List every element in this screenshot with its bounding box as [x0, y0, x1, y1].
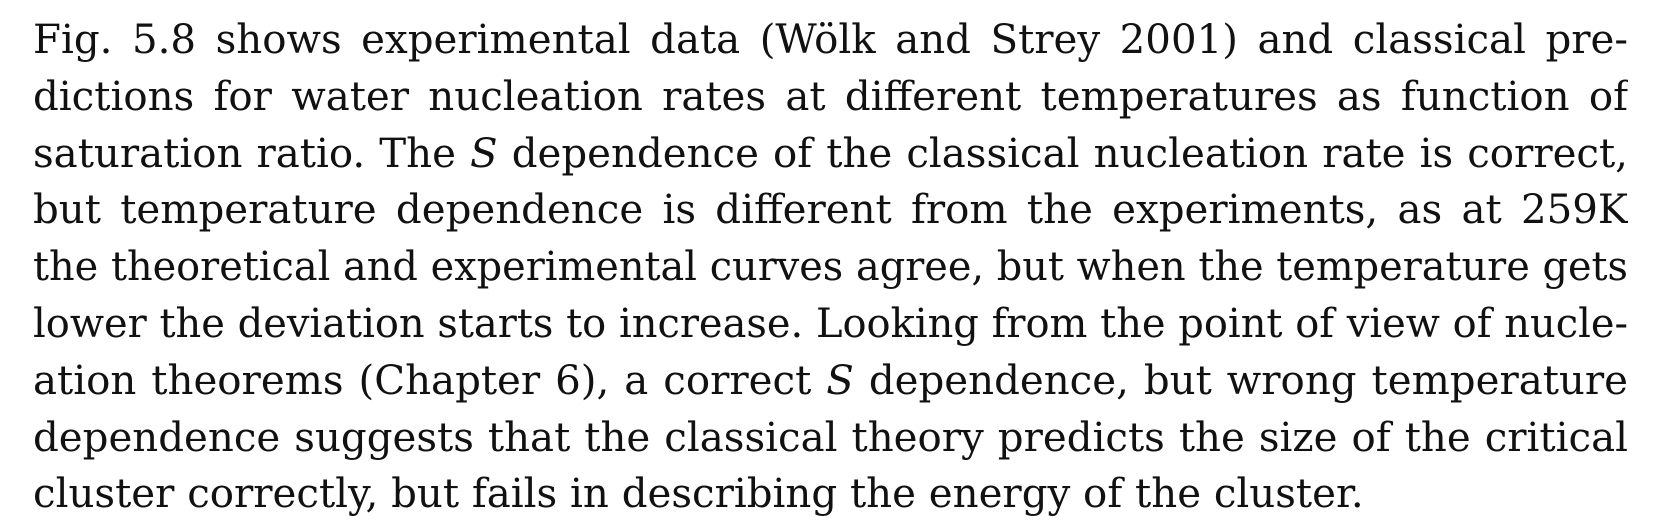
line-text: dependence, but wrong temperature: [853, 356, 1628, 404]
line-text: lower the deviation starts to increase. …: [33, 300, 1628, 347]
line-text: ation theorems (Chapter 6), a correct: [33, 356, 827, 404]
line-text: dictions for water nucleation rates at d…: [33, 72, 1628, 120]
paragraph-line-3: saturation ratio. The S dependence of th…: [33, 126, 1628, 183]
line-text: saturation ratio. The: [33, 129, 471, 177]
paragraph-line-9: cluster correctly, but fails in describi…: [33, 466, 1628, 523]
line-text: Fig. 5.8 shows experimental data (Wölk a…: [33, 16, 1628, 63]
line-text: but temperature dependence is different …: [33, 186, 1628, 234]
body-paragraph: Fig. 5.8 shows experimental data (Wölk a…: [33, 12, 1628, 523]
paragraph-line-8: dependence suggests that the classical t…: [33, 410, 1628, 467]
line-text: dependence suggests that the classical t…: [33, 413, 1628, 461]
line-text: cluster correctly, but fails in describi…: [33, 470, 1364, 518]
paragraph-line-6: lower the deviation starts to increase. …: [33, 296, 1628, 353]
paragraph-line-5: the theoretical and experimental curves …: [33, 239, 1628, 296]
line-text: dependence of the classical nucleation r…: [497, 129, 1628, 177]
math-symbol-s: S: [470, 129, 498, 177]
paragraph-line-1: Fig. 5.8 shows experimental data (Wölk a…: [33, 12, 1628, 69]
paragraph-line-4: but temperature dependence is different …: [33, 182, 1628, 239]
paragraph-line-7: ation theorems (Chapter 6), a correct S …: [33, 353, 1628, 410]
line-text: the theoretical and experimental curves …: [33, 244, 1628, 291]
paragraph-line-2: dictions for water nucleation rates at d…: [33, 69, 1628, 126]
math-symbol-s: S: [826, 356, 854, 404]
